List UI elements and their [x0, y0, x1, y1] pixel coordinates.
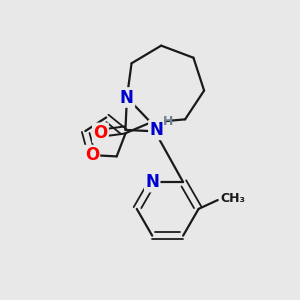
Text: CH₃: CH₃: [221, 192, 246, 205]
Text: O: O: [93, 124, 107, 142]
Text: N: N: [149, 121, 163, 139]
Text: N: N: [120, 88, 134, 106]
Text: H: H: [163, 116, 173, 128]
Text: N: N: [145, 173, 159, 191]
Text: O: O: [85, 146, 99, 164]
